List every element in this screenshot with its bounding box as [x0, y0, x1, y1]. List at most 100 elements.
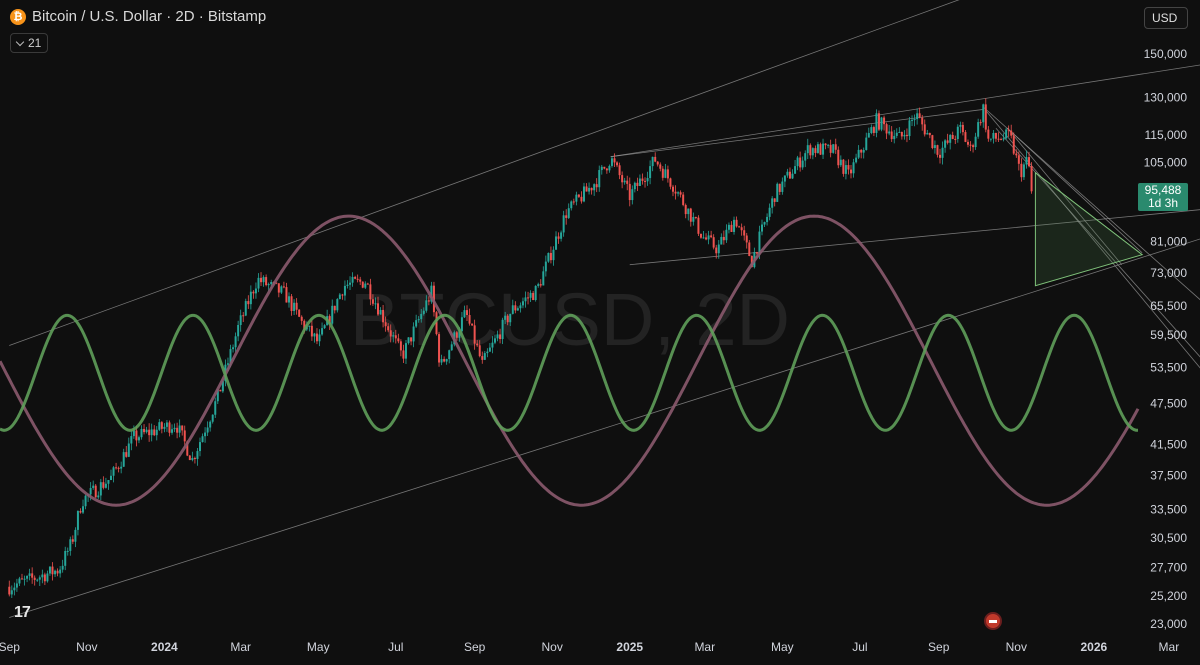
candle-body — [242, 315, 245, 317]
candle-body — [343, 285, 346, 296]
bar-countdown: 1d 3h — [1147, 196, 1179, 210]
candle-body — [127, 443, 130, 457]
price-tick-label: 73,000 — [1150, 266, 1187, 280]
candle-body — [349, 282, 352, 285]
candle-body — [377, 303, 380, 315]
candle-body — [448, 350, 451, 360]
candle-body — [486, 351, 489, 354]
candle-body — [735, 219, 738, 227]
candle-body — [1007, 129, 1010, 131]
candle-body — [109, 475, 112, 480]
candle-body — [232, 347, 235, 350]
candle-body — [160, 422, 163, 429]
candle-body — [567, 208, 570, 218]
candle-body — [768, 207, 771, 217]
candle-body — [684, 204, 687, 215]
candle-body — [120, 466, 123, 469]
currency-selector[interactable]: USD — [1144, 7, 1188, 29]
candle-body — [572, 201, 575, 203]
candle-body — [646, 178, 649, 182]
candle-body — [193, 458, 196, 460]
candle-body — [165, 422, 168, 427]
candle-body — [229, 349, 232, 364]
candle-body — [921, 117, 924, 125]
candle-body — [671, 186, 674, 192]
candle-body — [992, 132, 995, 139]
candle-body — [959, 124, 962, 127]
candle-body — [43, 574, 46, 582]
symbol-title[interactable]: Bitcoin / U.S. Dollar · 2D · Bitstamp — [32, 8, 267, 25]
candle-body — [928, 132, 931, 136]
candle-body — [117, 467, 120, 469]
candle-body — [288, 296, 291, 303]
candle-body — [181, 425, 184, 431]
candle-body — [979, 122, 982, 124]
candle-body — [285, 287, 288, 303]
candle-body — [262, 277, 265, 283]
candle-body — [898, 131, 901, 133]
candle-body — [804, 153, 807, 161]
candle-body — [104, 483, 107, 488]
candle-body — [966, 141, 969, 145]
candle-body — [816, 144, 819, 153]
candle-body — [720, 236, 723, 245]
us-flag-icon[interactable] — [984, 612, 1002, 630]
candle-body — [557, 236, 560, 239]
candle-body — [727, 224, 730, 230]
indicator-toggle[interactable]: 21 — [10, 33, 49, 53]
candle-body — [824, 143, 827, 146]
candle-body — [384, 322, 387, 327]
candle-body — [641, 178, 644, 181]
candle-body — [521, 301, 524, 306]
candle-body — [310, 325, 313, 337]
candle-body — [48, 566, 51, 574]
candle-body — [496, 334, 499, 339]
candle-body — [206, 427, 209, 433]
candle-body — [13, 587, 16, 591]
candle-body — [412, 326, 415, 342]
candle-body — [265, 277, 268, 286]
candle-body — [603, 166, 606, 169]
candle-body — [994, 132, 997, 139]
candle-body — [687, 208, 690, 215]
candle-body — [628, 183, 631, 201]
candle-body — [361, 281, 364, 288]
candle-body — [883, 117, 886, 125]
candle-body — [987, 129, 990, 139]
candle-body — [137, 437, 140, 441]
candle-body — [1000, 139, 1003, 141]
candle-body — [870, 127, 873, 134]
time-tick-label: Jul — [852, 640, 867, 654]
candle-body — [346, 284, 349, 286]
candle-body — [76, 510, 79, 530]
time-tick-label: May — [771, 640, 794, 654]
candle-body — [338, 294, 341, 300]
candle-body — [781, 181, 784, 192]
candle-body — [318, 334, 321, 342]
candle-body — [188, 455, 191, 461]
candle-body — [15, 583, 18, 588]
price-axis[interactable]: 150,000 130,000 115,000 105,000 81,000 73,000… — [1144, 47, 1188, 631]
candle-body — [575, 194, 578, 202]
projection — [1034, 171, 1144, 287]
last-price: 95,488 — [1144, 183, 1182, 197]
candle-body — [585, 186, 588, 192]
candle-body — [707, 235, 710, 240]
candle-body — [176, 427, 179, 433]
candle-body — [313, 333, 316, 337]
candle-body — [954, 138, 957, 140]
trendline — [610, 64, 1200, 158]
candle-body — [926, 132, 929, 135]
candle-body — [598, 170, 601, 188]
candle-body — [773, 198, 776, 202]
candle-body — [661, 168, 664, 178]
candle-body — [1005, 129, 1008, 139]
candle-body — [1002, 138, 1005, 140]
candle-body — [974, 136, 977, 148]
time-axis[interactable]: Sep Nov 2024 Mar May Jul Sep Nov 2025 Mar May Jul Se… — [0, 640, 1179, 654]
candle-body — [79, 510, 82, 513]
candle-body — [226, 363, 229, 365]
price-tick-label: 53,500 — [1150, 360, 1187, 374]
